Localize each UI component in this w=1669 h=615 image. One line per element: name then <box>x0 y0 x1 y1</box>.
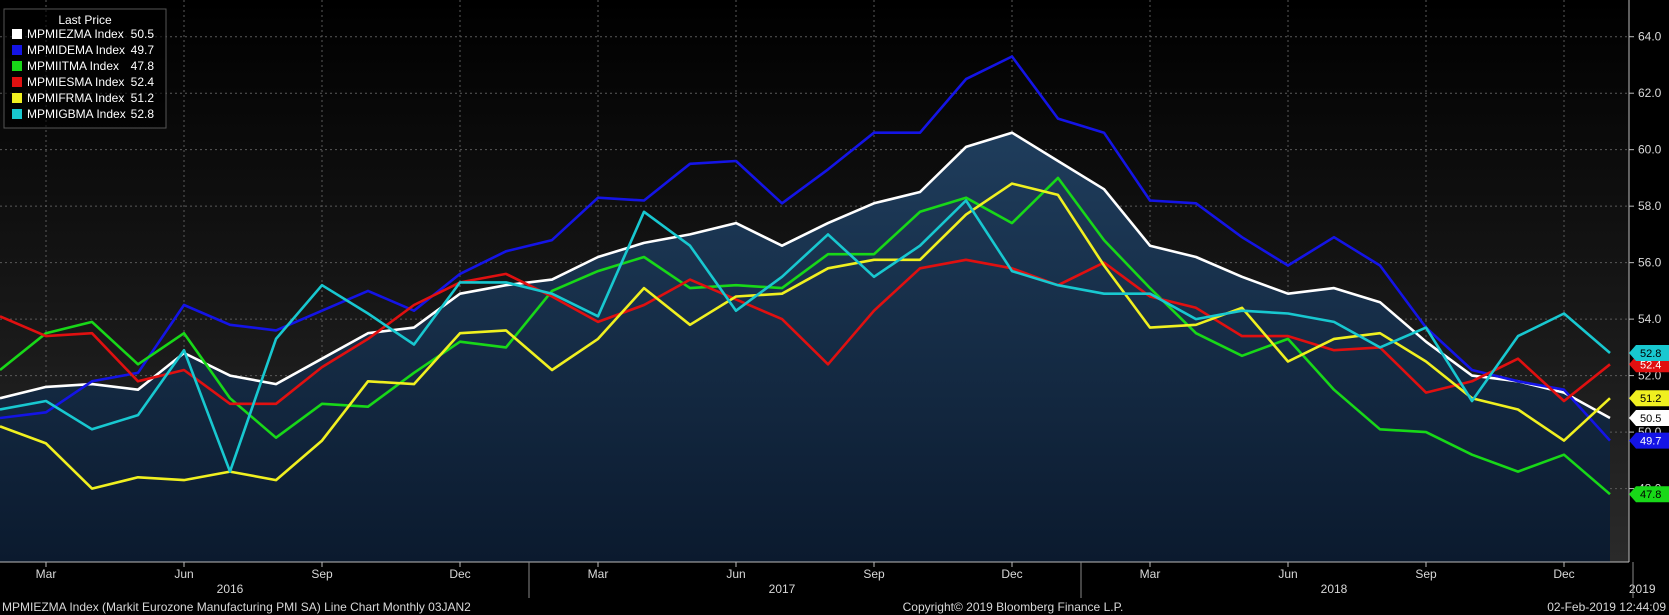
last-price-badge-mpmigbma <box>1629 345 1669 362</box>
legend-series-value: 51.2 <box>131 91 155 105</box>
legend-items: MPMIEZMA Index 50.5 MPMIDEMA Index 49.7 MPMI… <box>12 27 154 121</box>
eurozone-area-fill <box>0 132 1610 562</box>
legend-series-name: MPMIFRMA Index <box>27 91 124 105</box>
last-price-value: 49.7 <box>1640 436 1661 448</box>
x-year-label: 2016 <box>217 582 244 596</box>
last-price-badge-mpmiezma <box>1629 409 1669 426</box>
last-price-badge-mpmiitma <box>1629 486 1669 503</box>
legend-series-name: MPMIESMA Index <box>27 75 124 89</box>
x-tick-label: Jun <box>1278 567 1297 581</box>
series-line-mpmifrma <box>0 182 1611 490</box>
x-tick-label: Mar <box>588 567 609 581</box>
legend-series-value: 50.5 <box>131 27 155 41</box>
series-lines <box>0 55 1611 496</box>
x-year-label: 2019 <box>1629 582 1656 596</box>
footer-left: MPMIEZMA Index (Markit Eurozone Manufact… <box>2 600 471 614</box>
legend-series-value: 52.4 <box>131 75 155 89</box>
axis-background <box>1629 0 1669 615</box>
y-tick-label: 58.0 <box>1638 199 1662 213</box>
x-axis-ticks: Mar Jun Sep Dec Mar Jun Sep Dec Mar Jun Sep Dec 2016… <box>36 562 1656 598</box>
x-year-label: 2017 <box>769 582 796 596</box>
legend-series-value: 47.8 <box>131 59 155 73</box>
x-tick-label: Dec <box>1553 567 1574 581</box>
legend-series-name: MPMIEZMA Index <box>27 27 124 41</box>
legend-series-name: MPMIITMA Index <box>27 59 119 73</box>
series-line-mpmigbma <box>0 199 1611 473</box>
last-price-value: 50.5 <box>1640 413 1661 425</box>
legend-swatch <box>12 45 22 55</box>
series-line-mpmiesma <box>0 258 1611 406</box>
y-tick-label: 60.0 <box>1638 143 1662 157</box>
y-tick-label: 64.0 <box>1638 30 1662 44</box>
legend-series-name: MPMIDEMA Index <box>27 43 125 57</box>
x-tick-label: Dec <box>1001 567 1022 581</box>
series-line-mpmiitma <box>0 176 1611 496</box>
legend-series-value: 52.8 <box>131 107 155 121</box>
legend-series-name: MPMIGBMA Index <box>27 107 126 121</box>
x-year-label: 2018 <box>1321 582 1348 596</box>
last-price-badge-mpmifrma <box>1629 390 1669 407</box>
legend-swatch <box>12 61 22 71</box>
footer-background <box>0 597 1669 615</box>
last-price-badge-mpmidema <box>1629 432 1669 449</box>
x-tick-label: Sep <box>311 567 333 581</box>
legend-swatch <box>12 29 22 39</box>
last-price-value: 51.2 <box>1640 393 1661 405</box>
x-tick-label: Sep <box>863 567 885 581</box>
y-tick-label: 56.0 <box>1638 256 1662 270</box>
footer-right: 02-Feb-2019 12:44:09 <box>1547 600 1666 614</box>
y-tick-label: 62.0 <box>1638 86 1662 100</box>
footer-center: Copyright© 2019 Bloomberg Finance L.P. <box>903 600 1124 614</box>
x-tick-label: Jun <box>174 567 193 581</box>
y-tick-label: 54.0 <box>1638 312 1662 326</box>
x-tick-label: Sep <box>1415 567 1437 581</box>
legend-box <box>3 8 167 129</box>
legend-swatch <box>12 93 22 103</box>
last-price-value: 52.8 <box>1640 348 1661 360</box>
legend-swatch <box>12 77 22 87</box>
legend-series-value: 49.7 <box>131 43 155 57</box>
series-line-mpmiezma <box>0 131 1611 420</box>
legend: Last Price MPMIEZMA Index 50.5 MPMIDEMA In… <box>3 8 167 129</box>
x-tick-label: Dec <box>449 567 470 581</box>
legend-swatch <box>12 109 22 119</box>
series-line-mpmidema <box>0 55 1611 442</box>
last-price-value: 52.4 <box>1640 359 1661 371</box>
x-tick-label: Mar <box>1140 567 1161 581</box>
x-tick-label: Jun <box>726 567 745 581</box>
legend-title: Last Price <box>58 13 112 27</box>
last-price-badges: 50.5 49.7 47.8 52.4 51.2 52.8 <box>1629 345 1669 503</box>
x-tick-label: Mar <box>36 567 57 581</box>
last-price-value: 47.8 <box>1640 489 1661 501</box>
